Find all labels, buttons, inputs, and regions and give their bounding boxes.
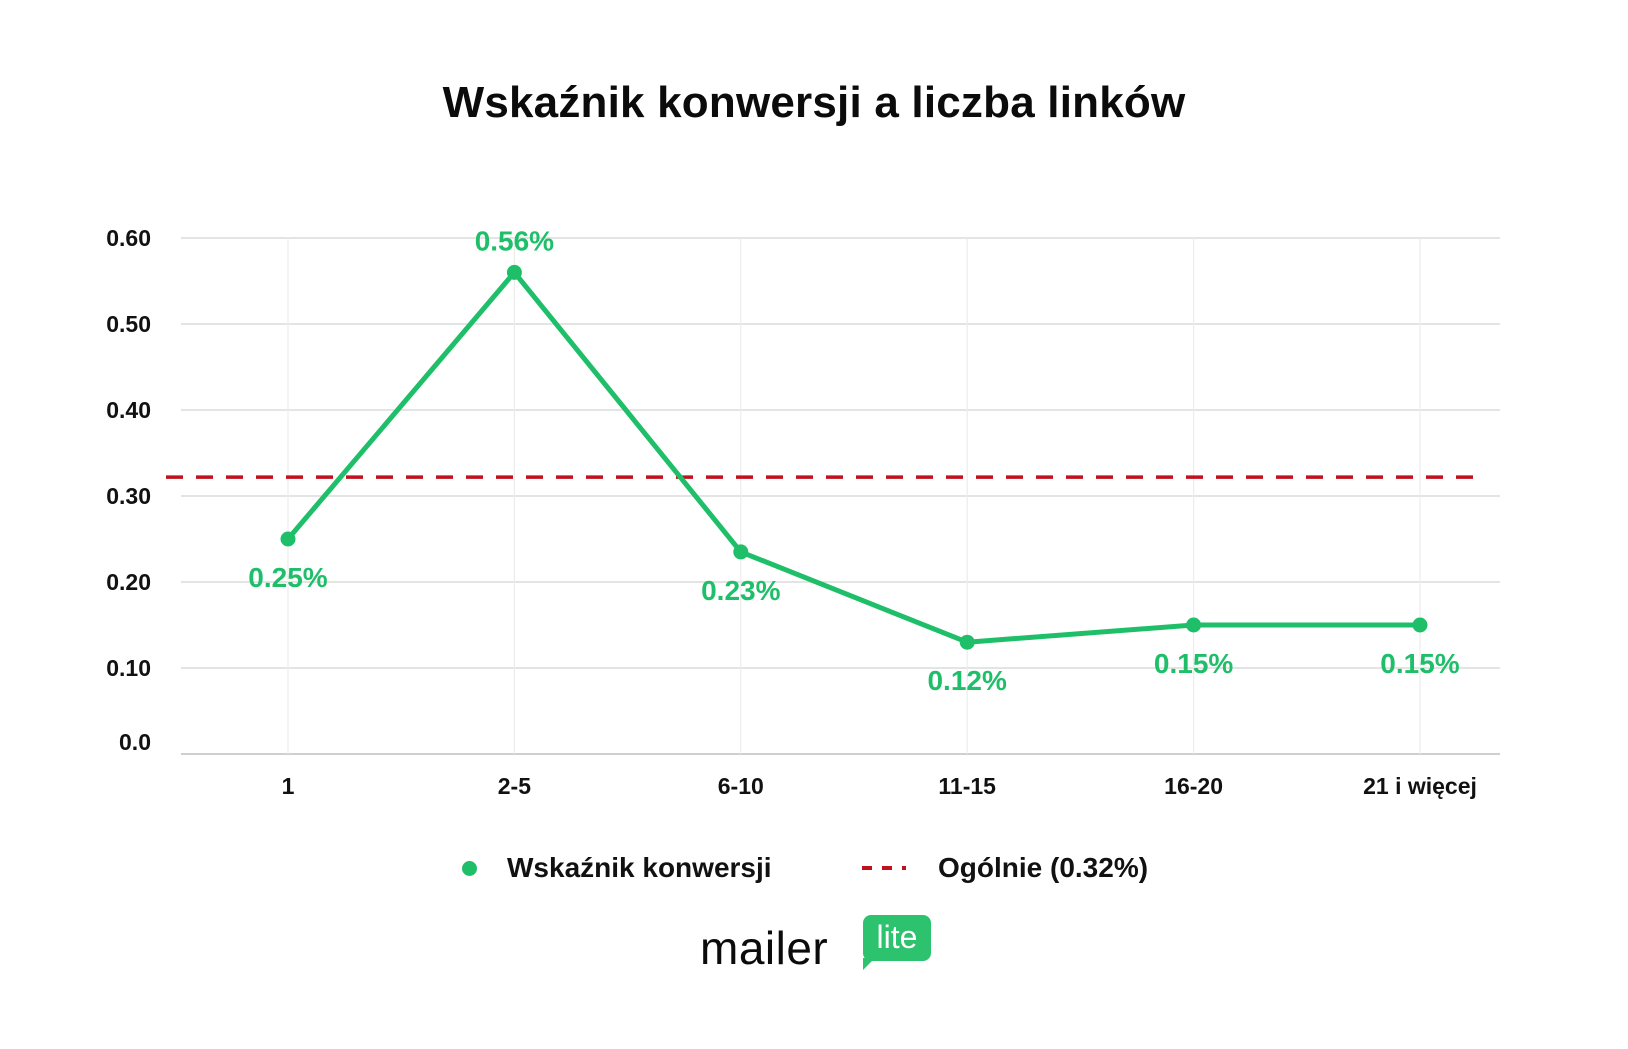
logo-text-lite: lite <box>876 918 918 955</box>
y-tick-label-5: 0.50 <box>106 311 151 337</box>
x-tick-label-1: 2-5 <box>498 773 531 799</box>
data-label-5: 0.15% <box>1380 648 1459 679</box>
data-label-1: 0.56% <box>475 225 554 256</box>
series-layer <box>280 264 1428 650</box>
logo-badge-tail <box>863 958 875 970</box>
legend: Wskaźnik konwersji Ogólnie (0.32%) <box>0 848 1628 888</box>
logo-badge-lite: lite <box>863 915 931 961</box>
data-point-0 <box>280 531 296 547</box>
data-label-layer: 0.25% 0.56% 0.23% 0.12% 0.15% 0.15% <box>248 225 1459 696</box>
x-tick-label-0: 1 <box>282 773 295 799</box>
data-label-2: 0.23% <box>701 575 780 606</box>
y-tick-label-1: 0.10 <box>106 655 151 681</box>
legend-label-overall: Ogólnie (0.32%) <box>938 852 1149 883</box>
chart-title: Wskaźnik konwersji a liczba linków <box>442 78 1186 127</box>
logo-text-mailer: mailer <box>700 922 829 974</box>
y-tick-label-6: 0.60 <box>106 225 151 251</box>
axis-tick-layer: 0.0 0.10 0.20 0.30 0.40 0.50 0.60 1 2-5 6-10 11-15… <box>106 225 1477 799</box>
data-label-4: 0.15% <box>1154 648 1233 679</box>
data-point-4 <box>1186 617 1202 633</box>
y-tick-label-4: 0.40 <box>106 397 151 423</box>
y-tick-label-2: 0.20 <box>106 569 151 595</box>
chart-plot: 0.25%0.56%0.23%0.12%0.15% 0.15% 0.00.100.… <box>106 225 1500 799</box>
x-tick-label-2: 6-10 <box>718 773 764 799</box>
legend-marker-dashed-line <box>862 866 906 870</box>
data-label-0: 0.25% <box>248 562 327 593</box>
data-label-3: 0.12% <box>927 665 1006 696</box>
data-point-5 <box>1412 617 1428 633</box>
y-tick-label-0: 0.0 <box>119 729 151 755</box>
series-line-conversion-rate <box>285 269 1423 645</box>
data-point-1 <box>506 264 522 280</box>
legend-marker-dot <box>462 860 477 876</box>
x-tick-label-3: 11-15 <box>938 773 996 799</box>
data-point-2 <box>733 544 749 560</box>
legend-item-overall: Ogólnie (0.32%) <box>862 848 1148 888</box>
x-tick-label-5: 21 i więcej <box>1363 773 1477 799</box>
legend-label-conversion-rate: Wskaźnik konwersji <box>507 852 772 883</box>
y-tick-label-3: 0.30 <box>106 483 151 509</box>
legend-item-conversion-rate: Wskaźnik konwersji <box>462 848 772 888</box>
mailerlite-logo: mailer lite <box>700 915 940 978</box>
grid-lines <box>181 237 1500 755</box>
data-point-3 <box>959 634 975 650</box>
x-tick-label-4: 16-20 <box>1164 773 1223 799</box>
